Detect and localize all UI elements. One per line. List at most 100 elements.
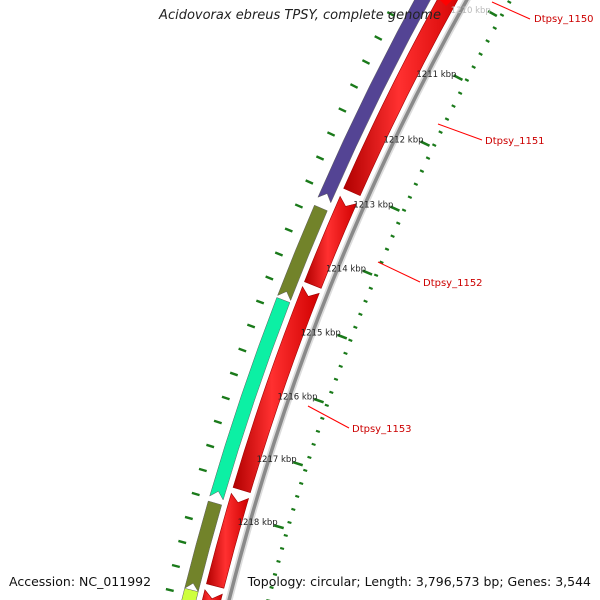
label-leader-line bbox=[377, 261, 421, 283]
minor-tick bbox=[401, 208, 407, 213]
minor-tick bbox=[384, 247, 390, 252]
minor-tick bbox=[348, 338, 353, 343]
kbp-tick-label: 1215 kbp bbox=[301, 328, 341, 338]
outer-tick bbox=[349, 83, 359, 89]
outer-tick bbox=[374, 35, 383, 41]
minor-tick bbox=[291, 507, 296, 512]
outer-tick bbox=[206, 443, 215, 449]
minor-tick bbox=[478, 52, 483, 56]
outer-tick bbox=[361, 59, 371, 65]
minor-tick bbox=[419, 169, 425, 173]
gene-label: Dtpsy_1150 bbox=[534, 14, 594, 25]
backbone-layer bbox=[225, 0, 471, 600]
minor-tick bbox=[315, 429, 321, 434]
kbp-tick-label: 1214 kbp bbox=[326, 265, 366, 275]
outer-tick bbox=[255, 299, 265, 305]
minor-tick bbox=[471, 65, 476, 69]
kbp-tick-label: 1211 kbp bbox=[416, 70, 456, 80]
ruler-layer: 1210 kbp 1211 kbp 1212 kbp 1213 kbp 1214 kbp… bbox=[165, 0, 512, 600]
minor-tick bbox=[307, 455, 312, 460]
minor-tick bbox=[368, 286, 374, 291]
minor-tick bbox=[413, 182, 419, 186]
kbp-tick-label: 1216 kbp bbox=[278, 392, 318, 402]
minor-tick bbox=[276, 559, 281, 564]
forward-gene-segment-5 bbox=[202, 589, 223, 600]
kbp-tick bbox=[336, 333, 348, 340]
minor-tick bbox=[379, 260, 384, 265]
outer-tick bbox=[165, 587, 174, 593]
minor-tick bbox=[464, 78, 470, 82]
kbp-tick bbox=[292, 460, 304, 467]
accession-label: Accession: NC_011992 bbox=[9, 574, 152, 589]
gene-block-dtpsy-1153 bbox=[209, 297, 291, 501]
top-arrowhead bbox=[440, 0, 452, 6]
outer-tick bbox=[198, 467, 208, 473]
label-leader-line bbox=[307, 405, 350, 429]
minor-tick bbox=[283, 533, 288, 538]
minor-tick bbox=[451, 104, 456, 108]
genome-summary: Topology: circular; Length: 3,796,573 bp… bbox=[247, 574, 591, 589]
outer-tick bbox=[184, 515, 194, 521]
minor-tick bbox=[303, 468, 308, 473]
gene-block-dtpsy-1152 bbox=[277, 204, 328, 302]
minor-tick bbox=[395, 221, 401, 226]
label-leader-line bbox=[491, 1, 531, 20]
outer-tick bbox=[326, 131, 336, 137]
outer-tick bbox=[238, 347, 247, 353]
minor-tick bbox=[324, 403, 330, 408]
minor-tick bbox=[343, 351, 348, 356]
gene-block-dtpsy-1151 bbox=[317, 0, 431, 204]
kbp-tick bbox=[487, 9, 498, 18]
kbp-tick-label: 1213 kbp bbox=[353, 201, 393, 211]
minor-tick bbox=[390, 234, 395, 239]
gene-label: Dtpsy_1151 bbox=[485, 136, 545, 147]
gene-block-olive-lower bbox=[184, 500, 222, 593]
minor-tick bbox=[407, 195, 413, 200]
outer-tick bbox=[178, 539, 187, 545]
minor-tick bbox=[358, 312, 363, 317]
outer-tick bbox=[221, 395, 230, 401]
kbp-tick bbox=[273, 524, 285, 530]
minor-tick bbox=[272, 572, 278, 577]
minor-tick bbox=[333, 377, 339, 382]
kbp-tick bbox=[452, 74, 464, 81]
forward-gene-segment-1 bbox=[343, 0, 459, 197]
gene-label: Dtpsy_1152 bbox=[423, 278, 483, 289]
outer-tick bbox=[386, 11, 395, 17]
minor-tick bbox=[431, 143, 437, 147]
minor-tick bbox=[373, 273, 379, 278]
minor-tick bbox=[298, 481, 304, 486]
outer-tick bbox=[315, 155, 325, 161]
outer-tick bbox=[265, 275, 274, 281]
feature-tracks-layer bbox=[181, 0, 459, 600]
minor-tick bbox=[363, 299, 368, 304]
minor-tick bbox=[506, 0, 512, 4]
outer-tick bbox=[305, 179, 314, 185]
map-title: Acidovorax ebreus TPSY, complete genome bbox=[159, 8, 441, 23]
outer-tick bbox=[294, 203, 304, 209]
minor-tick bbox=[444, 117, 450, 121]
outer-tick bbox=[213, 419, 223, 425]
outer-tick bbox=[171, 563, 181, 569]
forward-gene-segment-4 bbox=[206, 492, 250, 589]
minor-tick bbox=[279, 546, 285, 551]
kbp-tick-label: 1210 kbp bbox=[451, 6, 491, 16]
gene-labels-layer: Dtpsy_1150 Dtpsy_1151 Dtpsy_1152 Dtpsy_1153 bbox=[307, 0, 594, 435]
label-leader-line bbox=[437, 123, 483, 141]
kbp-tick bbox=[362, 269, 373, 276]
minor-tick bbox=[499, 13, 505, 17]
outer-tick bbox=[229, 371, 239, 377]
kbp-tick-label: 1218 kbp bbox=[238, 518, 278, 528]
minor-tick bbox=[485, 39, 490, 43]
minor-tick bbox=[338, 364, 343, 369]
genome-backbone bbox=[227, 0, 469, 600]
outer-tick bbox=[246, 323, 256, 329]
minor-tick bbox=[457, 91, 463, 95]
minor-tick bbox=[353, 325, 358, 330]
outer-tick bbox=[274, 251, 284, 257]
kbp-tick bbox=[389, 205, 400, 212]
forward-gene-segment-3 bbox=[232, 286, 320, 493]
gene-label: Dtpsy_1153 bbox=[352, 424, 412, 435]
minor-tick bbox=[438, 130, 443, 134]
